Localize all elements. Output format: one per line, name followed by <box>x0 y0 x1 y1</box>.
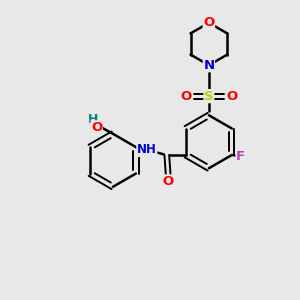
Text: NH: NH <box>137 143 157 157</box>
Text: H: H <box>88 113 98 126</box>
Text: O: O <box>203 16 214 29</box>
Text: O: O <box>91 121 102 134</box>
Text: N: N <box>203 59 214 72</box>
Text: O: O <box>181 90 192 103</box>
Text: O: O <box>226 90 237 103</box>
Text: O: O <box>163 175 174 188</box>
Text: S: S <box>204 90 214 103</box>
Text: F: F <box>236 150 245 163</box>
